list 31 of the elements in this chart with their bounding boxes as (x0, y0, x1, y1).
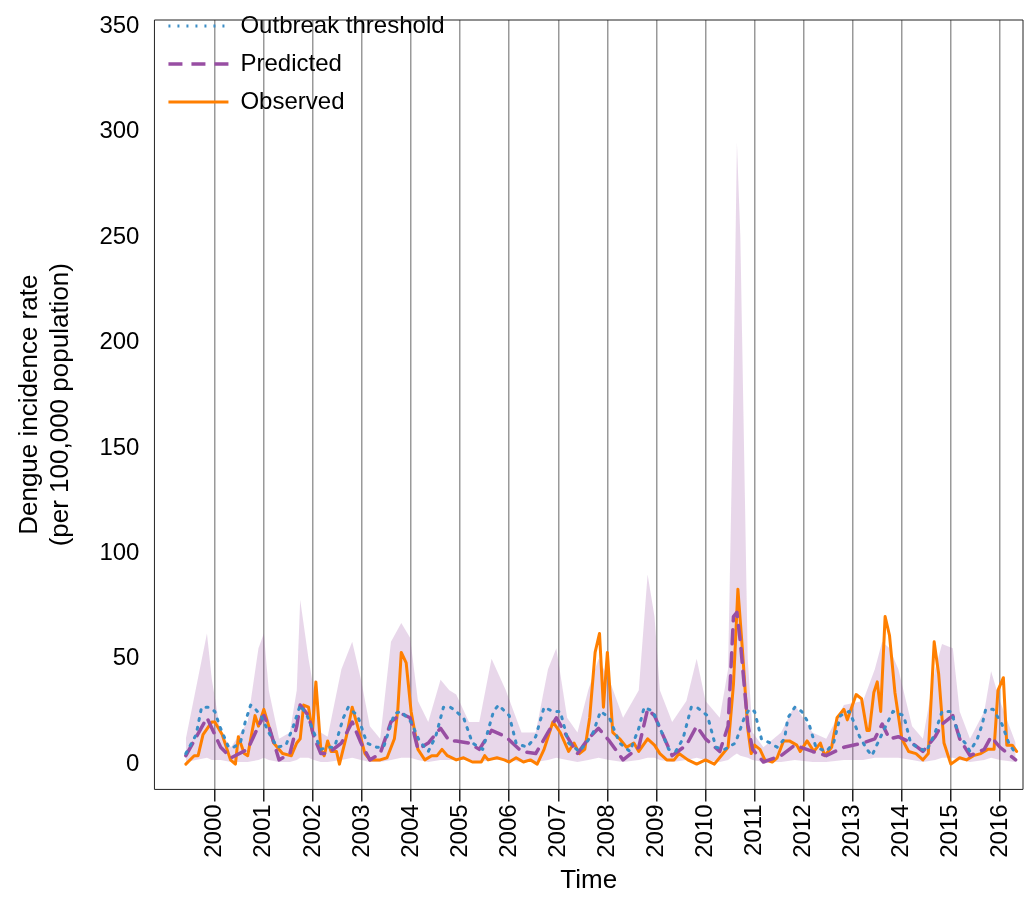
x-tick-label: 2000 (199, 804, 227, 858)
line-series (184, 703, 1018, 758)
y-tick-label: 100 (99, 537, 140, 565)
x-tick-label: 2005 (444, 804, 472, 858)
x-tick-label: 2010 (690, 804, 718, 858)
x-tick-label: 2015 (935, 804, 963, 858)
x-axis-title: Time (560, 863, 618, 894)
x-tick-label: 2013 (837, 804, 865, 858)
y-tick-label: 150 (99, 432, 140, 460)
x-tick-label: 2002 (297, 804, 325, 858)
x-tick-label: 2001 (248, 804, 276, 858)
y-tick-label: 50 (112, 643, 140, 671)
x-tick-label: 2016 (984, 804, 1012, 858)
x-tick-label: 2012 (788, 804, 816, 858)
y-tick-label: 350 (99, 10, 140, 38)
y-tick-label: 200 (99, 327, 140, 355)
x-tick-label: 2003 (346, 804, 374, 858)
x-tick-label: 2014 (886, 804, 914, 858)
x-tick-label: 2007 (542, 804, 570, 858)
x-tick-label: 2006 (493, 804, 521, 858)
y-tick-label: 0 (126, 748, 140, 776)
y-tick-label: 300 (99, 116, 140, 144)
legend-label: Predicted (240, 48, 342, 76)
x-tick-label: 2008 (591, 804, 619, 858)
legend-label: Outbreak threshold (240, 10, 445, 38)
legend-label: Observed (240, 86, 345, 114)
x-tick-label: 2009 (641, 804, 669, 858)
y-tick-label: 250 (99, 221, 140, 249)
x-tick-label: 2004 (395, 804, 423, 858)
y-axis-title: Dengue incidence rate (per 100,000 population) (12, 263, 74, 547)
x-tick-label: 2011 (739, 804, 767, 857)
